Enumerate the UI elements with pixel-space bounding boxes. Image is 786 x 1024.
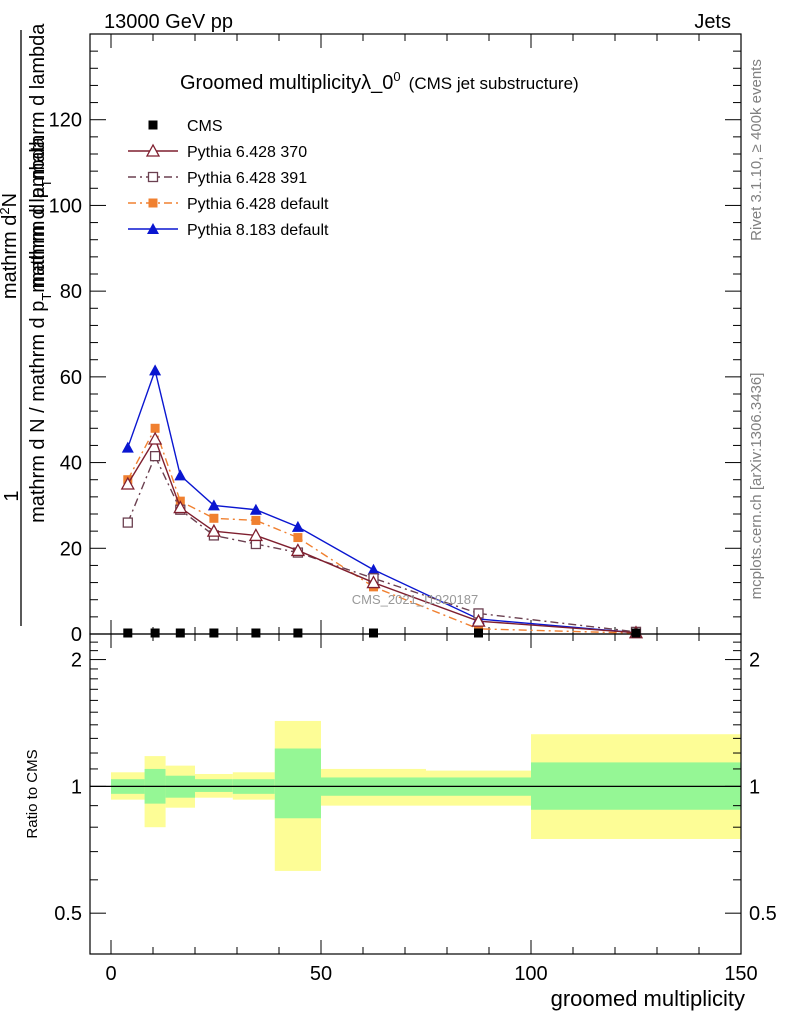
main-y-tick-label: 120 — [49, 110, 82, 132]
data-point-pythia-6-428-370 — [471, 613, 486, 627]
x-tick-label: 100 — [514, 963, 547, 985]
data-point-pythia-6-428-391 — [122, 517, 133, 528]
data-point-pythia-6-428-391 — [149, 450, 161, 462]
data-point-pythia-6-428-370 — [148, 431, 163, 445]
ratio-band-inner — [274, 748, 321, 819]
x-tick-label: 150 — [724, 963, 757, 985]
ratio-y-tick-label: 0.5 — [54, 903, 82, 925]
data-point-cms — [631, 628, 641, 638]
ratio-plot-frame — [89, 633, 742, 955]
series-cms — [123, 628, 641, 638]
data-point-pythia-6-428-370 — [206, 523, 221, 537]
data-point-cms — [369, 628, 378, 638]
data-point-cms — [293, 628, 303, 638]
data-point-pythia-6-428-370 — [290, 543, 305, 557]
header-left-label: 13000 GeV pp — [104, 11, 233, 33]
data-point-pythia-6-428-370 — [120, 476, 135, 490]
data-point-pythia-6-428-370 — [173, 500, 188, 514]
data-point-cms — [474, 628, 483, 638]
legend-marker — [145, 143, 161, 157]
legend-entry-cms: CMS — [148, 118, 223, 135]
legend: CMS Pythia 6.428 370 Pythia 6.428 391 Pythi… — [128, 118, 329, 239]
legend-marker — [148, 198, 158, 208]
main-plot: Groomed multiplicityλ_00 (CMS jet substru… — [49, 33, 742, 646]
data-point-cms — [251, 628, 261, 638]
ratio-bands — [111, 720, 741, 871]
main-y-tick-label: 80 — [60, 281, 82, 303]
data-point-pythia-6-428-370 — [366, 575, 381, 589]
main-y-ticks: 0 20 40 60 80 100 120 — [49, 34, 742, 646]
rivet-side-label: Rivet 3.1.10, ≥ 400k events — [748, 59, 765, 241]
legend-marker — [147, 223, 159, 234]
data-point-pythia-6-428-default — [150, 423, 160, 433]
main-y-tick-label: 100 — [49, 195, 82, 217]
x-axis-label: groomed multiplicity — [551, 986, 745, 1011]
mcplots-side-label: mcplots.cern.ch [arXiv:1306.3436] — [748, 373, 765, 600]
legend-entry-pythia-8-183-default: Pythia 8.183 default — [128, 222, 329, 239]
data-point-pythia-8-183-default — [174, 469, 187, 481]
y-axis-label-denominator-upper: mathrm d pTmathrm d lambda — [27, 23, 54, 289]
y-axis-label-numerator-upper: mathrm d2N — [0, 193, 21, 299]
data-point-pythia-8-183-default — [149, 364, 162, 376]
legend-label: Pythia 6.428 default — [187, 196, 329, 213]
data-point-pythia-8-183-default — [249, 503, 262, 515]
ratio-y-tick-label-right: 1 — [749, 776, 760, 798]
y-axis-label-numerator: 1 — [1, 490, 23, 501]
legend-label: Pythia 6.428 391 — [187, 170, 307, 187]
main-y-tick-label: 0 — [71, 624, 82, 646]
watermark: CMS_2021_I1920187 — [352, 592, 479, 607]
ratio-band-inner — [195, 779, 233, 792]
main-plot-title: Groomed multiplicityλ_00 (CMS jet substru… — [180, 69, 579, 94]
main-series-layer — [120, 364, 644, 639]
ratio-y-tick-label: 1 — [71, 776, 82, 798]
legend-label: Pythia 8.183 default — [187, 222, 329, 239]
legend-label: Pythia 6.428 370 — [187, 144, 307, 161]
data-point-cms — [209, 628, 219, 638]
main-plot-title-sup: 0 — [393, 69, 400, 84]
y-axis-label-denominator: mathrm d N / mathrm d pTmathrm d lambda — [27, 136, 54, 523]
data-point-pythia-6-428-default — [251, 515, 261, 525]
legend-entry-pythia-6-428-default: Pythia 6.428 default — [128, 196, 329, 213]
header-right-label: Jets — [694, 11, 731, 33]
legend-entry-pythia-6-428-391: Pythia 6.428 391 — [128, 170, 307, 187]
main-y-tick-label: 60 — [60, 367, 82, 389]
ratio-y-tick-label: 2 — [71, 650, 82, 672]
data-point-cms — [150, 628, 160, 638]
x-tick-label: 50 — [310, 963, 332, 985]
data-point-pythia-8-183-default — [291, 520, 304, 532]
series-pythia-6-428-391 — [122, 450, 642, 638]
main-plot-title-suffix: (CMS jet substructure) — [409, 74, 579, 93]
legend-marker — [148, 120, 158, 130]
data-point-pythia-6-428-370 — [248, 528, 263, 542]
data-point-pythia-8-183-default — [207, 499, 220, 511]
legend-label: CMS — [187, 118, 223, 135]
ratio-plot: 0.5 0.5 1 1 2 2 0 50 100 150 Ratio to CMS — [24, 633, 777, 985]
series-pythia-6-428-370 — [120, 431, 644, 639]
legend-marker — [147, 171, 159, 183]
series-line-pythia-6-428-default — [127, 426, 637, 634]
data-point-pythia-8-183-default — [367, 563, 380, 575]
main-y-tick-label: 40 — [60, 453, 82, 475]
y-axis-label-main: 1 mathrm d2N mathrm d N / mathrm d pTmat… — [0, 23, 54, 626]
legend-entry-pythia-6-428-370: Pythia 6.428 370 — [128, 143, 307, 161]
ratio-y-tick-label-right: 2 — [749, 650, 760, 672]
ratio-y-axis-label: Ratio to CMS — [24, 749, 41, 838]
x-tick-label: 0 — [105, 963, 116, 985]
data-point-cms — [123, 628, 133, 638]
data-point-pythia-6-428-default — [209, 513, 219, 523]
data-point-pythia-8-183-default — [121, 441, 134, 453]
data-point-pythia-6-428-default — [293, 533, 303, 543]
ratio-x-ticks: 0 50 100 150 — [105, 634, 758, 985]
main-y-tick-label: 20 — [60, 538, 82, 560]
data-point-cms — [175, 628, 185, 638]
ratio-y-ticks: 0.5 0.5 1 1 2 2 — [54, 641, 777, 925]
ratio-y-tick-label-right: 0.5 — [749, 903, 777, 925]
main-plot-title-text: Groomed multiplicityλ_0 — [180, 72, 393, 94]
